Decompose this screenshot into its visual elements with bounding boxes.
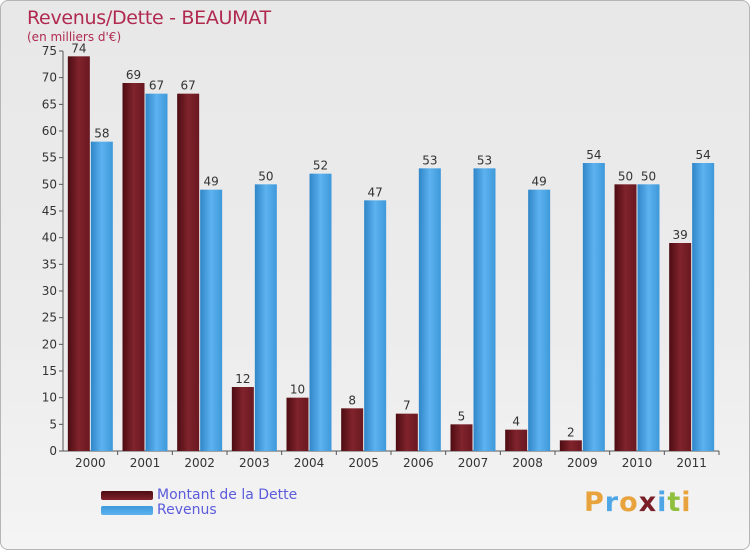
logo-letter: t: [667, 487, 682, 518]
x-tick-label: 2004: [294, 456, 325, 470]
x-tick-label: 2002: [184, 456, 215, 470]
bar-debt: [341, 408, 364, 451]
y-tick-label: 60: [42, 124, 57, 138]
data-label: 10: [290, 383, 305, 397]
data-label: 50: [258, 169, 273, 183]
y-tick-label: 25: [42, 311, 57, 325]
y-tick-label: 50: [42, 177, 57, 191]
data-label: 12: [235, 372, 250, 386]
logo-letter: x: [638, 487, 658, 518]
data-label: 5: [458, 409, 466, 423]
y-tick-label: 30: [42, 284, 57, 298]
data-label: 49: [204, 175, 219, 189]
data-label: 74: [71, 41, 86, 55]
x-tick-label: 2001: [130, 456, 161, 470]
bar-debt: [450, 424, 473, 451]
bar-revenus: [309, 173, 332, 451]
data-label: 7: [403, 399, 411, 413]
bar-revenus: [637, 184, 660, 452]
bar-revenus: [254, 184, 277, 452]
legend-label-revenus: Revenus: [157, 502, 217, 518]
data-label: 53: [477, 153, 492, 167]
bar-revenus: [90, 141, 113, 451]
data-label: 4: [512, 415, 520, 429]
y-tick-label: 0: [49, 444, 57, 458]
bar-debt: [559, 440, 582, 451]
y-tick-label: 20: [42, 337, 57, 351]
y-tick-label: 70: [42, 71, 57, 85]
bar-revenus: [528, 189, 551, 451]
data-label: 39: [673, 228, 688, 242]
y-tick-label: 15: [42, 364, 57, 378]
x-tick-label: 2011: [676, 456, 707, 470]
bar-revenus: [200, 189, 223, 451]
data-label: 53: [422, 153, 437, 167]
y-tick-label: 35: [42, 257, 57, 271]
y-tick-label: 5: [49, 417, 57, 431]
x-tick-label: 2000: [75, 456, 106, 470]
x-tick-label: 2007: [458, 456, 489, 470]
data-label: 47: [368, 185, 383, 199]
bar-debt: [614, 184, 637, 452]
x-tick-label: 2006: [403, 456, 434, 470]
x-tick-label: 2003: [239, 456, 270, 470]
logo-letter: o: [619, 487, 639, 518]
chart-subtitle: (en milliers d'€): [27, 30, 122, 44]
y-tick-label: 45: [42, 204, 57, 218]
legend-swatch-debt: [101, 491, 153, 500]
logo-letter: i: [657, 487, 668, 518]
bar-revenus: [692, 163, 715, 451]
data-label: 49: [532, 175, 547, 189]
bar-debt: [122, 83, 145, 451]
y-tick-label: 75: [42, 44, 57, 58]
x-tick-label: 2005: [348, 456, 379, 470]
legend-item-debt: Montant de la Dette: [101, 488, 297, 503]
bar-debt: [286, 397, 309, 451]
data-label: 58: [94, 127, 109, 141]
data-label: 54: [586, 148, 601, 162]
data-label: 54: [696, 148, 711, 162]
legend-swatch-revenus: [101, 506, 153, 515]
data-label: 67: [181, 79, 196, 93]
y-tick-label: 40: [42, 231, 57, 245]
bar-revenus: [145, 93, 168, 452]
y-tick-label: 10: [42, 391, 57, 405]
x-tick-label: 2008: [512, 456, 543, 470]
chart-title: Revenus/Dette - BEAUMAT: [27, 7, 271, 29]
bar-revenus: [418, 168, 441, 452]
data-label: 52: [313, 159, 328, 173]
data-label: 2: [567, 425, 575, 439]
bar-debt: [177, 93, 200, 452]
data-label: 8: [348, 393, 356, 407]
logo-letter: r: [604, 487, 620, 518]
bar-debt: [505, 429, 528, 451]
bar-revenus: [364, 200, 387, 451]
bar-debt: [669, 243, 692, 451]
y-tick-label: 65: [42, 97, 57, 111]
bar-debt: [231, 387, 254, 451]
bar-revenus: [473, 168, 496, 452]
x-tick-label: 2010: [622, 456, 653, 470]
bar-revenus: [582, 163, 605, 451]
data-label: 69: [126, 68, 141, 82]
legend-label-debt: Montant de la Dette: [157, 487, 298, 503]
data-label: 50: [641, 169, 656, 183]
bar-debt: [67, 56, 90, 451]
data-label: 50: [618, 169, 633, 183]
proxiti-logo: Proxiti: [584, 487, 692, 518]
data-label: 67: [149, 79, 164, 93]
bar-debt: [395, 413, 418, 451]
logo-letter: i: [681, 487, 692, 518]
y-tick-label: 55: [42, 151, 57, 165]
logo-letter: P: [584, 487, 605, 518]
legend-item-revenus: Revenus: [101, 503, 297, 518]
legend: Montant de la Dette Revenus: [101, 488, 297, 518]
x-tick-label: 2009: [567, 456, 598, 470]
